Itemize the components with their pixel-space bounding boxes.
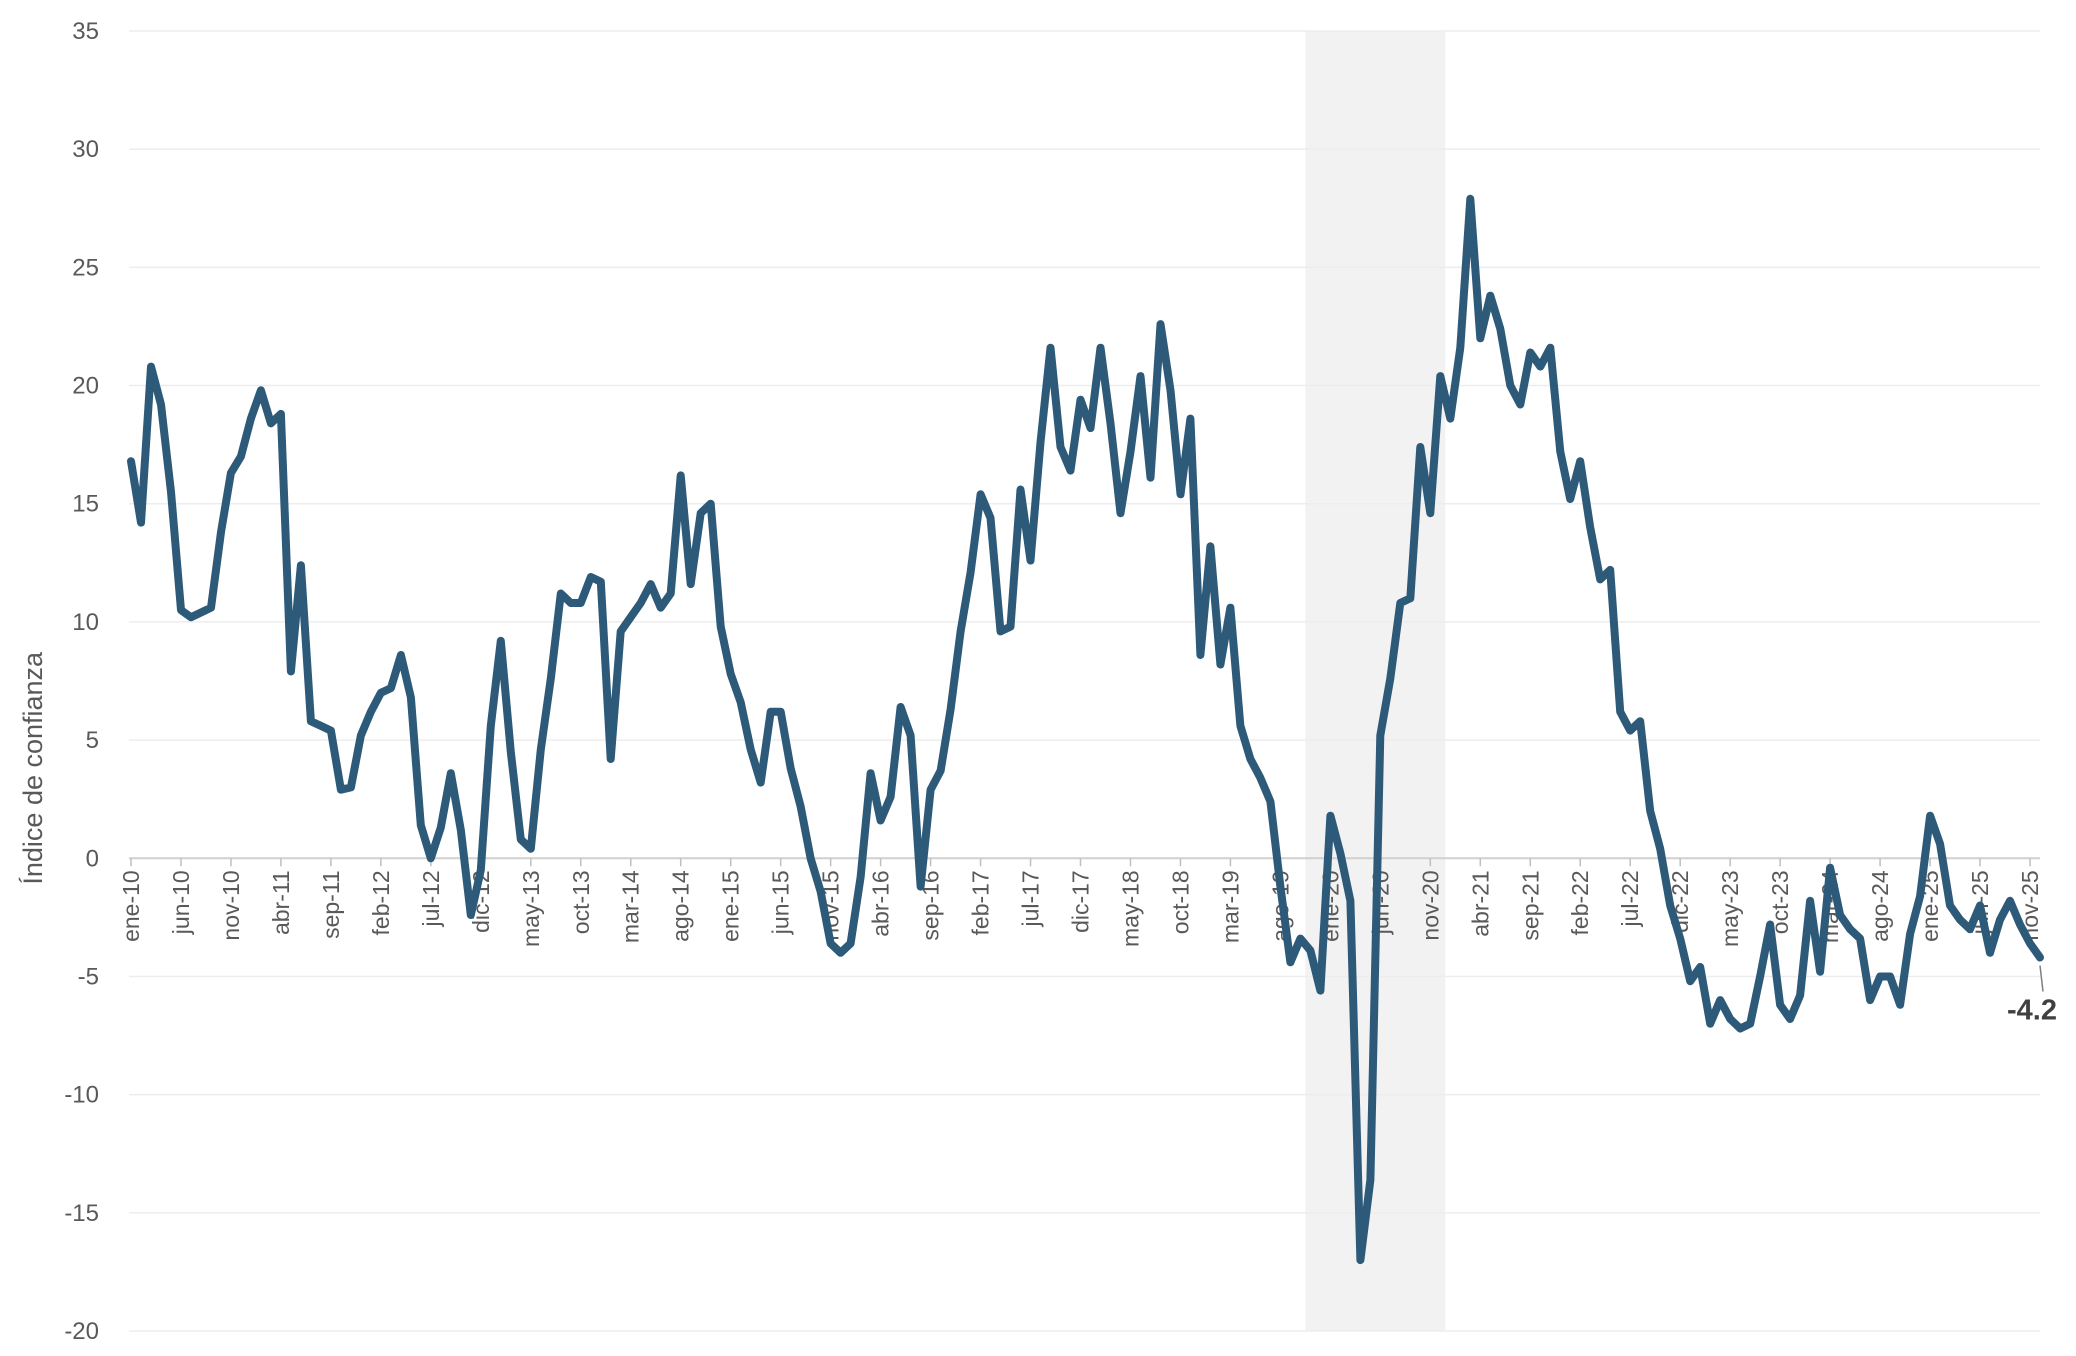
x-tick-label: sep-11: [318, 870, 344, 939]
x-tick-label: ene-10: [118, 870, 144, 942]
x-tick-label: ago-14: [668, 870, 694, 942]
x-axis-ticks: ene-10 jun-10 nov-10 abr-11 sep-11 feb-12 jul-…: [118, 858, 2043, 947]
y-tick-label: -20: [64, 1318, 99, 1345]
y-tick-label: 25: [72, 254, 99, 281]
y-tick-label: 15: [72, 491, 99, 518]
x-tick-label: feb-17: [968, 870, 994, 935]
end-label-leader: [2039, 965, 2044, 992]
x-tick-label: abr-11: [268, 870, 294, 935]
series-line: [127, 194, 2044, 1265]
end-value-label: -4.2: [2007, 995, 2057, 1027]
x-tick-label: jun-10: [168, 870, 194, 935]
gridlines: [129, 30, 2040, 1332]
x-tick-label: dic-17: [1068, 870, 1094, 933]
x-tick-label: feb-22: [1567, 870, 1593, 935]
y-tick-label: 20: [72, 373, 99, 400]
x-tick-label: may-18: [1117, 870, 1143, 947]
x-tick-label: sep-21: [1517, 870, 1543, 940]
x-tick-label: feb-12: [368, 870, 394, 935]
x-tick-label: mar-19: [1217, 870, 1243, 943]
y-tick-label: 30: [72, 136, 99, 163]
x-tick-label: abr-16: [868, 870, 894, 936]
y-tick-label: 10: [72, 609, 99, 636]
x-tick-label: jul-17: [1018, 870, 1044, 927]
x-tick-label: mar-14: [618, 870, 644, 943]
y-tick-label: 35: [72, 18, 99, 45]
y-tick-label: -15: [64, 1200, 99, 1227]
x-tick-label: jul-22: [1617, 870, 1643, 927]
x-tick-label: ago-24: [1867, 870, 1893, 942]
y-tick-label: 5: [86, 727, 99, 754]
x-tick-label: may-23: [1717, 870, 1743, 947]
x-tick-label: jul-12: [418, 870, 444, 927]
x-tick-label: oct-18: [1167, 870, 1193, 934]
x-tick-label: may-13: [518, 870, 544, 947]
x-tick-label: oct-13: [568, 870, 594, 934]
x-tick-label: nov-20: [1417, 870, 1443, 940]
y-tick-label: -10: [64, 1082, 99, 1109]
y-tick-label: 0: [86, 845, 99, 872]
x-tick-label: jun-15: [768, 870, 794, 935]
y-tick-label: -5: [78, 963, 99, 990]
y-axis-ticks: 35 30 25 20 15 10 5 0 -5 -10 -15 -20: [64, 18, 99, 1345]
x-tick-label: ene-15: [718, 870, 744, 942]
y-axis-label: Índice de confianza: [18, 651, 48, 885]
x-tick-label: nov-10: [218, 870, 244, 940]
x-tick-label: abr-21: [1467, 870, 1493, 936]
